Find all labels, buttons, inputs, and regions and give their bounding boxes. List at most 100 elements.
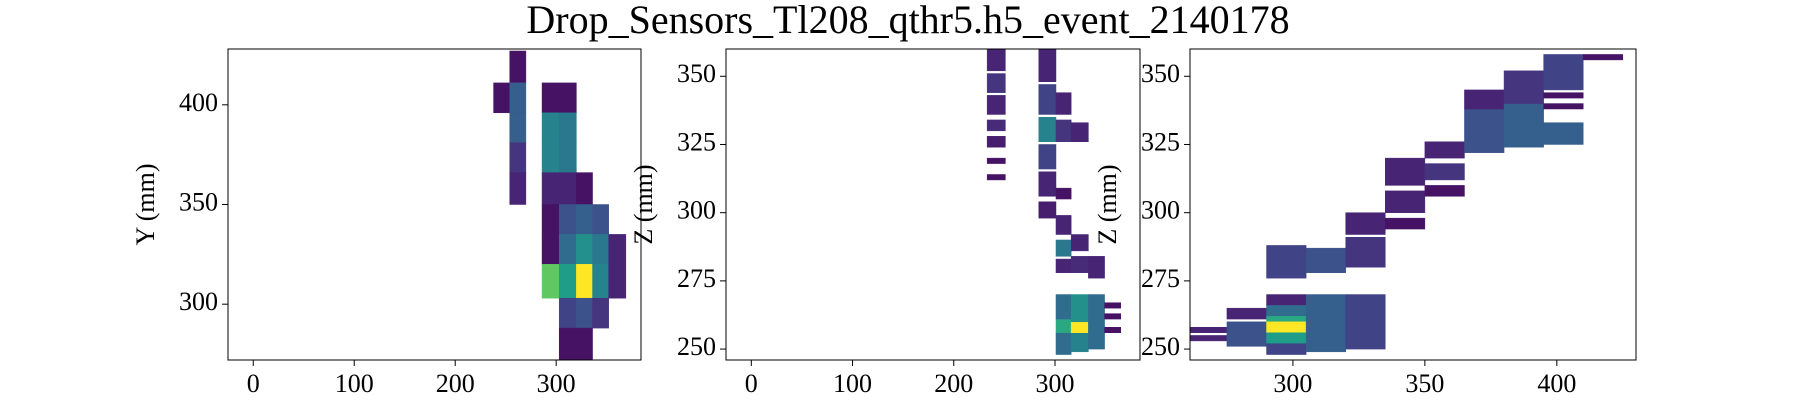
x-tick-label: 200 bbox=[436, 369, 475, 398]
heatmap-cell bbox=[1503, 70, 1544, 104]
y-tick-label: 325 bbox=[677, 127, 716, 156]
heatmap-cell bbox=[592, 204, 609, 235]
y-tick-label: 350 bbox=[179, 187, 218, 216]
heatmap-cell bbox=[576, 327, 593, 360]
y-tick-label: 300 bbox=[179, 287, 218, 316]
heatmap-cell bbox=[986, 95, 1006, 115]
y-tick-label: 300 bbox=[677, 196, 716, 225]
heatmap-cell bbox=[592, 264, 609, 299]
heatmap-cell bbox=[1424, 141, 1465, 159]
heatmap-cell bbox=[576, 172, 593, 205]
heatmap-cell bbox=[509, 50, 527, 84]
heatmap-cell bbox=[1055, 318, 1072, 333]
x-tick-label: 100 bbox=[335, 369, 374, 398]
heatmap-cell bbox=[1266, 316, 1307, 323]
heatmap-cell bbox=[1345, 212, 1386, 235]
heatmap-cell bbox=[1070, 256, 1089, 273]
y-tick-label: 350 bbox=[1141, 59, 1180, 88]
y-axis-label: Z (mm) bbox=[629, 164, 658, 244]
heatmap-cell bbox=[1385, 157, 1426, 186]
heatmap-cell bbox=[1266, 343, 1307, 355]
heatmap-cell bbox=[576, 264, 593, 299]
heatmap-cell bbox=[1070, 294, 1089, 323]
heatmap-cell bbox=[1055, 258, 1072, 273]
y-axis-label: Y (mm) bbox=[131, 163, 160, 245]
y-tick-label: 275 bbox=[1141, 264, 1180, 293]
x-tick-label: 300 bbox=[1035, 369, 1074, 398]
heatmap-cell bbox=[1305, 247, 1346, 273]
heatmap-cell bbox=[558, 82, 577, 114]
heatmap-cell bbox=[986, 49, 1006, 72]
plot-area bbox=[493, 50, 627, 360]
heatmap-cell bbox=[493, 82, 510, 114]
heatmap-cell bbox=[509, 172, 527, 205]
heatmap-cell bbox=[1345, 294, 1386, 350]
heatmap-cell bbox=[608, 264, 627, 299]
heatmap-cell bbox=[986, 136, 1006, 148]
heatmap-cell bbox=[1266, 245, 1307, 279]
heatmap-cell bbox=[1038, 49, 1057, 82]
heatmap-cell bbox=[592, 297, 609, 329]
heatmap-cell bbox=[1088, 294, 1105, 350]
heatmap-cell bbox=[576, 297, 593, 329]
heatmap-cell bbox=[1038, 116, 1057, 143]
heatmap-cell bbox=[1070, 332, 1089, 353]
heatmap-cell bbox=[541, 142, 560, 173]
heatmap-cell bbox=[541, 82, 560, 114]
heatmap-cell bbox=[1464, 108, 1505, 153]
heatmap-cell bbox=[1190, 327, 1228, 333]
heatmap-cell bbox=[1266, 321, 1307, 333]
heatmap-cell bbox=[1543, 92, 1584, 99]
x-tick-label: 200 bbox=[934, 369, 973, 398]
heatmap-cell bbox=[1055, 187, 1072, 200]
heatmap-cell bbox=[1464, 89, 1505, 110]
heatmap-cell bbox=[1055, 239, 1072, 257]
heatmap-cell bbox=[1503, 103, 1544, 148]
plot-area bbox=[1190, 54, 1624, 355]
heatmap-cell bbox=[541, 172, 560, 205]
heatmap-cell bbox=[558, 112, 577, 143]
heatmap-cell bbox=[986, 119, 1006, 132]
heatmap-cell bbox=[509, 142, 527, 173]
heatmap-cell bbox=[576, 204, 593, 235]
heatmap-cell bbox=[558, 234, 577, 265]
y-tick-label: 250 bbox=[1141, 332, 1180, 361]
heatmap-cell bbox=[541, 234, 560, 265]
heatmap-cell bbox=[1055, 215, 1072, 235]
heatmap-cell bbox=[1104, 313, 1122, 320]
x-tick-label: 300 bbox=[537, 369, 576, 398]
x-tick-label: 300 bbox=[1273, 369, 1312, 398]
plot-area bbox=[986, 49, 1122, 355]
heatmap-cell bbox=[1424, 185, 1465, 197]
heatmap-cell bbox=[608, 234, 627, 265]
heatmap-cell bbox=[1055, 119, 1072, 143]
heatmap-cell bbox=[986, 174, 1006, 181]
heatmap-cell bbox=[986, 73, 1006, 93]
heatmap-cell bbox=[1385, 217, 1426, 230]
heatmap-cell bbox=[1582, 54, 1624, 61]
y-tick-label: 275 bbox=[677, 264, 716, 293]
y-tick-label: 325 bbox=[1141, 127, 1180, 156]
heatmap-cell bbox=[541, 112, 560, 143]
heatmap-cell bbox=[509, 82, 527, 114]
heatmap-cell bbox=[1543, 54, 1584, 91]
heatmap-cell bbox=[986, 157, 1006, 164]
heatmap-cell bbox=[558, 172, 577, 205]
heatmap-cell bbox=[558, 327, 577, 360]
y-axis-label: Z (mm) bbox=[1093, 164, 1122, 244]
heatmap-cell bbox=[1543, 122, 1584, 145]
heatmap-cell bbox=[1104, 327, 1122, 333]
x-tick-label: 0 bbox=[247, 369, 260, 398]
heatmap-cell bbox=[1070, 234, 1089, 252]
heatmap-cell bbox=[1345, 236, 1386, 268]
heatmap-cell bbox=[1070, 321, 1089, 333]
heatmap-cell bbox=[1055, 332, 1072, 355]
heatmap-cell bbox=[1266, 294, 1307, 306]
axes-frame bbox=[725, 48, 1141, 361]
heatmap-cell bbox=[1070, 122, 1089, 143]
heatmap-cell bbox=[541, 204, 560, 235]
heatmap-cell bbox=[558, 297, 577, 329]
x-tick-label: 400 bbox=[1537, 369, 1576, 398]
heatmap-cell bbox=[1055, 92, 1072, 115]
